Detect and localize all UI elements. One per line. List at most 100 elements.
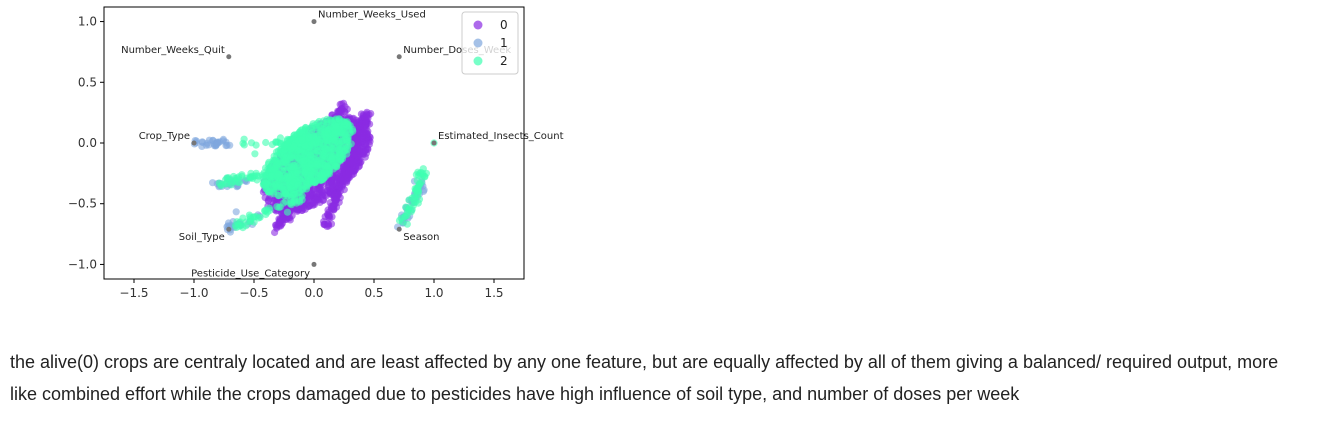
scatter-point-series-0 xyxy=(355,130,363,138)
scatter-point-series-2 xyxy=(293,162,301,171)
legend: 0 1 2 xyxy=(461,11,519,75)
scatter-point-series-0 xyxy=(339,177,347,185)
scatter-point-series-0 xyxy=(335,183,343,191)
scatter-point-series-2 xyxy=(405,205,413,213)
scatter-point-series-2 xyxy=(331,162,340,170)
scatter-point-series-0 xyxy=(344,173,352,181)
scatter-point-series-2 xyxy=(422,169,430,177)
scatter-point-series-2 xyxy=(301,142,309,150)
feature-label: Number_Doses_Week xyxy=(403,45,511,56)
scatter-point-series-2 xyxy=(235,173,243,181)
scatter-point-series-1 xyxy=(198,142,206,150)
scatter-point-series-2 xyxy=(274,170,282,178)
scatter-point-series-2 xyxy=(311,179,319,187)
scatter-point-series-2 xyxy=(303,182,311,190)
scatter-point-series-0 xyxy=(324,220,333,228)
scatter-point-series-2 xyxy=(272,148,280,156)
tick-layer: −1.5 −1.0 −0.5 0.0 0.5 1.0 1.5 1.0 0.5 0.0 −0.5 −1.… xyxy=(68,15,504,300)
scatter-point-series-2 xyxy=(264,187,272,195)
feature-label: Number_Weeks_Used xyxy=(318,10,426,21)
feature-label: Estimated_Insects_Count xyxy=(438,131,564,142)
scatter-point-series-2 xyxy=(298,136,306,144)
scatter-point-series-2 xyxy=(349,127,357,135)
feature-label: Number_Weeks_Quit xyxy=(121,45,225,56)
x-tick-label: −1.0 xyxy=(179,286,208,300)
scatter-point-series-0 xyxy=(353,137,361,145)
scatter-point-series-2 xyxy=(335,115,343,123)
scatter-point-series-2 xyxy=(282,190,290,198)
scatter-point-series-2 xyxy=(307,160,315,168)
legend-label: 2 xyxy=(500,54,508,68)
legend-label: 1 xyxy=(500,36,508,50)
scatter-point-series-0 xyxy=(355,122,363,130)
scatter-point-series-2 xyxy=(322,123,330,131)
scatter-point-series-0 xyxy=(317,185,325,193)
scatter-point-series-0 xyxy=(313,193,321,201)
scatter-point-series-2 xyxy=(259,171,267,179)
x-tick-label: 1.0 xyxy=(424,286,443,300)
scatter-point-series-0 xyxy=(347,167,355,175)
scatter-point-series-2 xyxy=(338,137,346,145)
scatter-point-series-2 xyxy=(318,155,326,163)
x-tick-label: −1.5 xyxy=(119,286,148,300)
scatter-point-series-2 xyxy=(262,138,270,147)
scatter-point-series-2 xyxy=(242,222,250,230)
scatter-point-series-0 xyxy=(301,205,309,213)
x-tick-label: 0.0 xyxy=(304,286,323,300)
scatter-point-series-2 xyxy=(317,127,325,136)
scatter-point-series-2 xyxy=(269,188,278,196)
x-tick-label: −0.5 xyxy=(239,286,268,300)
scatter-point-series-2 xyxy=(287,193,295,201)
scatter-point-series-2 xyxy=(415,181,423,189)
scatter-point-series-2 xyxy=(246,174,254,182)
scatter-point-series-2 xyxy=(217,182,225,190)
scatter-point-series-2 xyxy=(345,141,353,149)
scatter-point-series-2 xyxy=(223,174,231,182)
feature-point xyxy=(396,54,402,60)
scatter-point-series-2 xyxy=(331,129,339,137)
feature-label: Soil_Type xyxy=(179,232,225,243)
scatter-point-series-2 xyxy=(256,213,264,221)
scatter-point-series-2 xyxy=(339,152,347,160)
y-tick-label: 1.0 xyxy=(78,15,97,29)
scatter-point-series-1 xyxy=(203,139,211,147)
scatter-point-series-2 xyxy=(269,182,277,190)
scatter-point-series-2 xyxy=(305,134,313,142)
scatter-point-series-2 xyxy=(296,128,304,136)
legend-marker xyxy=(473,38,483,48)
points-layer xyxy=(190,99,438,237)
scatter-point-series-2 xyxy=(306,151,315,159)
y-tick-label: 0.0 xyxy=(78,136,97,150)
scatter-point-series-2 xyxy=(340,118,348,126)
scatter-point-series-2 xyxy=(298,157,306,165)
scatter-point-series-2 xyxy=(401,213,409,221)
scatter-point-series-2 xyxy=(251,150,259,158)
scatter-point-series-2 xyxy=(319,171,327,179)
scatter-point-series-2 xyxy=(305,129,313,137)
feature-label: Pesticide_Use_Category xyxy=(191,268,310,279)
scatter-point-series-0 xyxy=(346,157,354,165)
feature-point xyxy=(311,261,317,267)
scatter-point-series-1 xyxy=(214,139,222,147)
scatter-point-series-2 xyxy=(313,160,321,168)
feature-point xyxy=(431,140,437,146)
scatter-point-series-0 xyxy=(329,202,337,210)
scatter-point-series-2 xyxy=(239,139,247,147)
x-tick-label: 1.5 xyxy=(484,286,503,300)
scatter-point-series-2 xyxy=(233,218,241,226)
feature-point xyxy=(311,19,317,25)
scatter-point-series-2 xyxy=(405,196,413,204)
scatter-point-series-2 xyxy=(246,217,255,225)
scatter-point-series-2 xyxy=(273,163,281,172)
scatter-point-series-2 xyxy=(267,172,276,180)
scatter-point-series-2 xyxy=(318,133,326,142)
scatter-point-series-2 xyxy=(339,143,347,151)
feature-layer: Number_Weeks_Used Number_Weeks_Quit Number… xyxy=(121,10,563,280)
scatter-chart: Number_Weeks_Used Number_Weeks_Quit Number… xyxy=(0,0,600,310)
scatter-point-series-2 xyxy=(294,181,302,189)
scatter-point-series-2 xyxy=(293,169,302,177)
scatter-point-series-2 xyxy=(323,162,331,170)
scatter-point-series-2 xyxy=(307,171,315,179)
scatter-point-series-0 xyxy=(333,193,341,201)
scatter-point-series-2 xyxy=(296,176,304,184)
